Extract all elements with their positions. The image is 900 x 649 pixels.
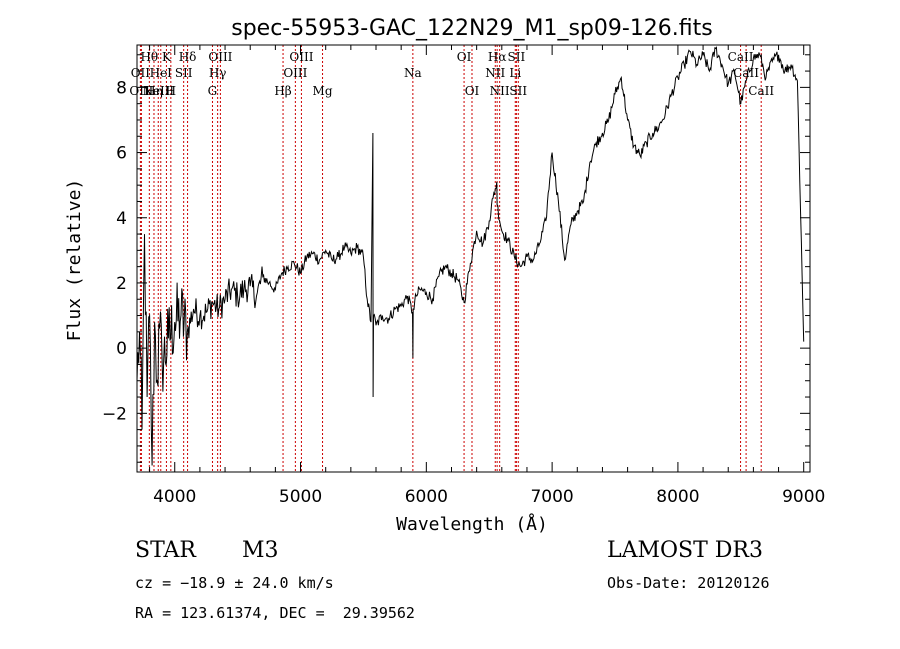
line-label-17: Na <box>404 66 422 80</box>
obs-date: Obs-Date: 20120126 <box>607 574 770 592</box>
line-label-16: Mg <box>313 84 333 98</box>
x-tick-label-2: 6000 <box>405 487 448 507</box>
y-tick-label-2: 2 <box>116 274 127 294</box>
survey-name: LAMOST DR3 <box>607 538 763 563</box>
line-label-23: Li <box>509 66 521 80</box>
x-tick-label-4: 8000 <box>656 487 699 507</box>
y-tick-label-0: −2 <box>102 404 127 424</box>
y-axis-label: Flux (relative) <box>64 179 85 342</box>
line-label-27: CaII <box>733 66 759 80</box>
line-label-24: SII <box>508 50 526 64</box>
line-label-9: Hδ <box>179 50 197 64</box>
line-label-13: Hβ <box>274 84 291 98</box>
y-tick-label-3: 4 <box>116 209 127 229</box>
plot-frame <box>136 44 811 473</box>
line-label-21: Hα <box>488 50 507 64</box>
x-axis: 4000 5000 6000 7000 8000 9000 <box>149 45 825 507</box>
line-label-3: Hη <box>145 84 163 98</box>
y-axis: −2 0 2 4 6 8 <box>102 54 810 463</box>
emission-line-markers <box>139 45 762 472</box>
line-label-18: OI <box>457 50 472 64</box>
x-axis-label: Wavelength (Å) <box>396 513 548 535</box>
line-label-5: HeI <box>150 66 173 80</box>
line-label-28: CaII <box>748 84 774 98</box>
object-subclass: M3 <box>242 538 279 563</box>
line-label-0: OII <box>131 66 151 80</box>
line-label-10: G <box>208 84 218 98</box>
x-tick-label-3: 7000 <box>530 487 573 507</box>
object-class: STAR <box>135 538 196 563</box>
redshift-cz: cz = −18.9 ± 24.0 km/s <box>135 574 334 592</box>
line-label-4: NeIII <box>142 84 174 98</box>
line-label-26: CaII <box>728 50 754 64</box>
line-label-19: OI <box>465 84 480 98</box>
line-label-22: NII <box>490 84 510 98</box>
line-label-11: Hγ <box>209 66 227 80</box>
x-tick-label-5: 9000 <box>782 487 825 507</box>
x-tick-label-0: 4000 <box>153 487 196 507</box>
line-label-8: SII <box>175 66 193 80</box>
y-tick-label-4: 6 <box>116 144 127 164</box>
line-label-15: OIII <box>289 50 313 64</box>
line-label-1: OIII <box>129 84 153 98</box>
line-label-7: H <box>166 84 176 98</box>
line-label-25: SII <box>509 84 527 98</box>
x-tick-label-1: 5000 <box>279 487 322 507</box>
y-tick-label-5: 8 <box>116 78 127 98</box>
chart-title: spec-55953-GAC_122N29_M1_sp09-126.fits <box>231 16 713 41</box>
y-tick-label-1: 0 <box>116 339 127 359</box>
spectrum-line <box>136 46 805 466</box>
line-label-14: OIII <box>283 66 307 80</box>
line-label-2: Hθ <box>140 50 158 64</box>
coordinates: RA = 123.61374, DEC = 29.39562 <box>135 604 415 622</box>
line-label-6: K <box>162 50 172 64</box>
line-label-12: OIII <box>208 50 232 64</box>
line-label-20: NII <box>485 66 505 80</box>
